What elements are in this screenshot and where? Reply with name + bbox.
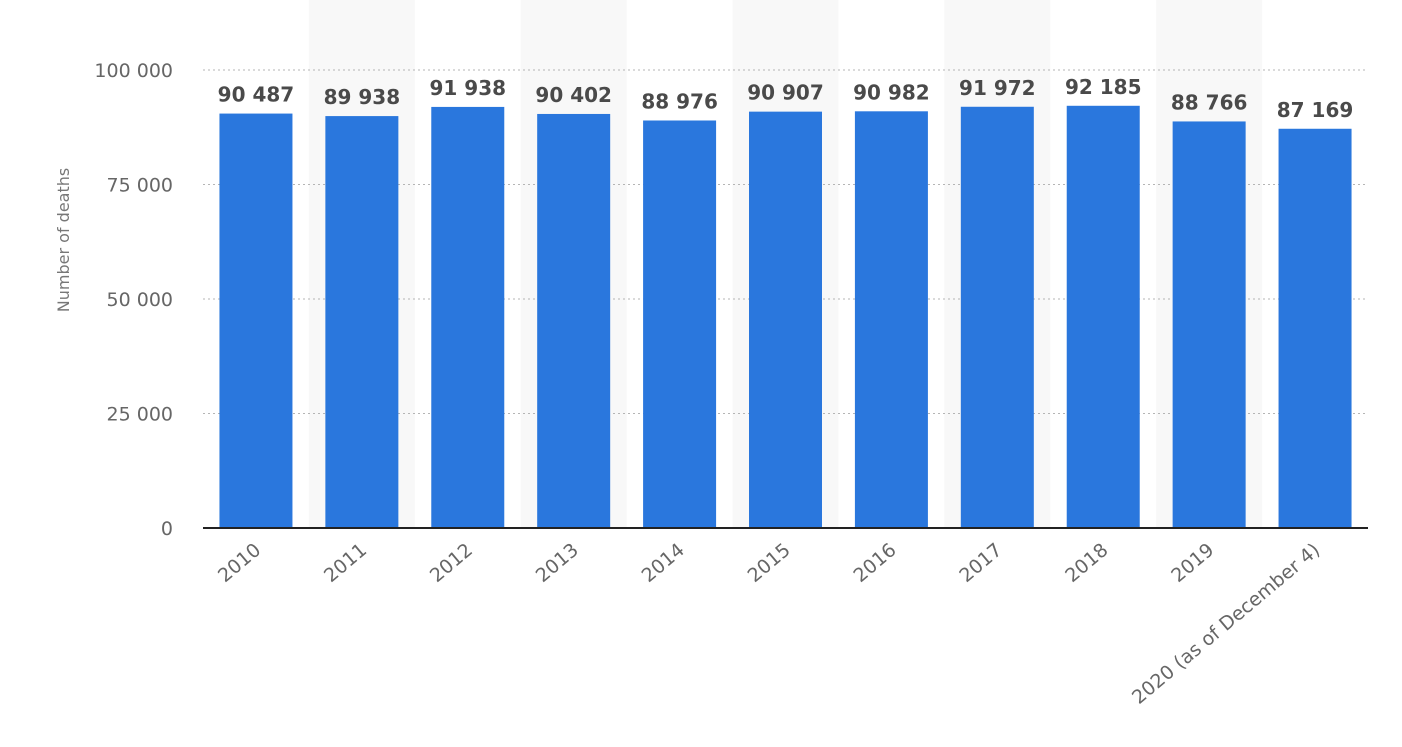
data-label: 87 169 [1277, 98, 1354, 122]
bar[interactable] [1278, 128, 1352, 528]
x-tick-label: 2017 [955, 539, 1006, 587]
data-label: 92 185 [1065, 75, 1142, 99]
x-tick-label: 2019 [1167, 539, 1218, 587]
x-tick-label: 2018 [1061, 539, 1112, 587]
bar[interactable] [749, 111, 822, 529]
data-label: 91 938 [429, 76, 506, 100]
x-tick-label: 2012 [426, 539, 477, 587]
bar[interactable] [537, 113, 611, 529]
x-tick-label: 2010 [214, 539, 265, 587]
x-tick-label: 2014 [638, 539, 689, 587]
bar[interactable] [1172, 121, 1246, 528]
y-tick-label: 100 000 [94, 60, 173, 82]
y-axis-label: Number of deaths [54, 168, 73, 312]
data-label: 90 402 [535, 83, 612, 107]
x-tick-label: 2015 [744, 539, 795, 587]
data-labels: 90 487 89 938 91 938 90 402 88 976 90 907 90 9… [218, 75, 1354, 122]
bar[interactable] [431, 106, 505, 529]
x-tick-label: 2013 [532, 539, 583, 587]
data-label: 90 982 [853, 80, 930, 104]
x-tick-label: 2020 (as of December 4) [1128, 539, 1324, 709]
bar[interactable] [219, 113, 293, 528]
data-label: 90 487 [218, 83, 295, 107]
bars [219, 105, 1352, 529]
y-tick-label: 25 000 [107, 404, 173, 426]
data-label: 91 972 [959, 76, 1036, 100]
y-tick-label: 50 000 [107, 289, 173, 311]
bar[interactable] [643, 120, 717, 528]
bar[interactable] [1066, 105, 1140, 529]
x-axis: 2010 2011 2012 2013 2014 2015 2016 2017 2018 2019… [214, 539, 1324, 709]
data-label: 88 766 [1171, 90, 1248, 114]
data-label: 89 938 [324, 85, 401, 109]
x-tick-label: 2016 [849, 539, 900, 587]
y-tick-label: 0 [161, 518, 173, 540]
data-label: 88 976 [641, 89, 718, 113]
data-label: 90 907 [747, 81, 824, 105]
bar[interactable] [960, 106, 1034, 528]
y-axis: 0 25 000 50 000 75 000 100 000 [94, 60, 173, 540]
x-tick-label: 2011 [320, 539, 371, 587]
bar[interactable] [854, 111, 928, 529]
bar[interactable] [325, 116, 399, 529]
y-tick-label: 75 000 [107, 175, 173, 197]
